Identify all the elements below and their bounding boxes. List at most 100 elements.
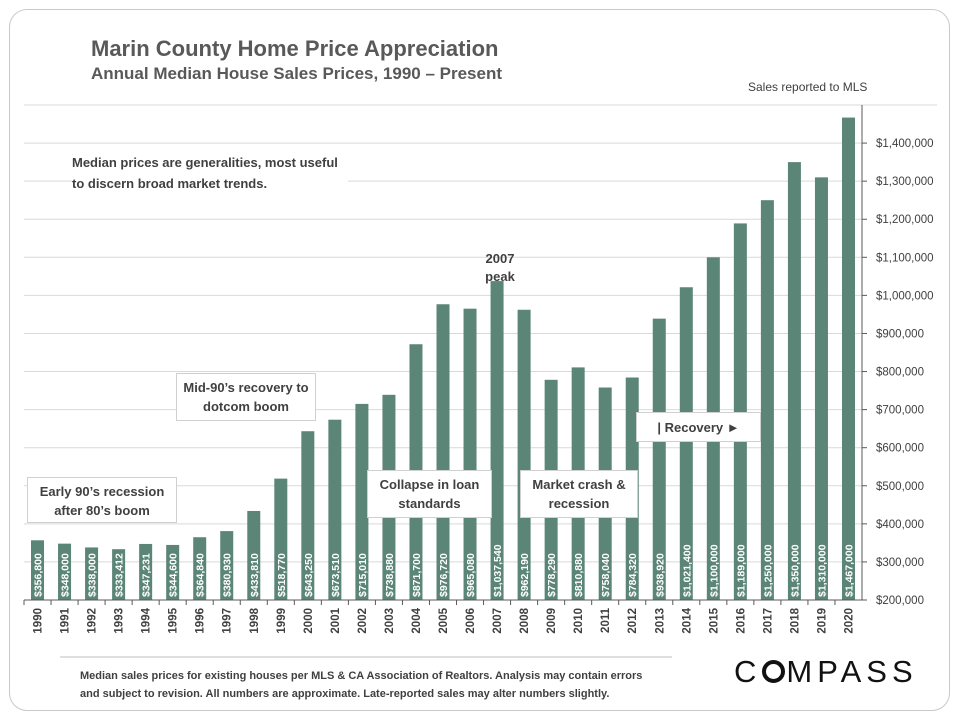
callout-early-90s-text: Early 90’s recession after 80’s boom	[39, 484, 165, 518]
callout-mid-90s: Mid-90’s recovery to dotcom boom	[176, 373, 316, 421]
bar-value-label: $962,190	[519, 553, 531, 597]
bar	[112, 549, 126, 600]
callout-recovery: | Recovery ►	[636, 412, 761, 442]
bar	[490, 281, 504, 600]
footnote: Median sales prices for existing houses …	[80, 667, 642, 703]
chart-title: Marin County Home Price Appreciation	[91, 36, 499, 61]
callout-collapse: Collapse in loan standards	[367, 470, 492, 518]
bar-value-label: $738,880	[384, 553, 396, 597]
callout-collapse-text: Collapse in loan standards	[379, 477, 480, 511]
bar	[517, 309, 531, 600]
bar	[85, 547, 99, 600]
x-category-label: 2009	[546, 608, 558, 634]
y-tick-label: $1,100,000	[876, 252, 934, 264]
bar-value-label: $344,600	[168, 553, 180, 597]
x-category-label: 2015	[708, 607, 720, 633]
x-category-label: 2011	[600, 607, 612, 633]
bar	[463, 308, 477, 600]
x-category-label: 2017	[762, 608, 774, 634]
x-category-label: 2014	[681, 607, 693, 633]
bar-value-label: $380,930	[222, 553, 234, 597]
bar	[301, 431, 315, 600]
x-category-label: 2004	[411, 607, 423, 633]
x-category-label: 1997	[222, 608, 234, 634]
x-category-label: 2013	[654, 608, 666, 634]
x-category-label: 1993	[114, 608, 126, 634]
x-category-label: 1996	[195, 608, 207, 634]
x-category-label: 2002	[357, 608, 369, 634]
bar-value-label: $347,231	[141, 553, 153, 597]
x-category-label: 2010	[573, 608, 585, 634]
bar-value-label: $643,250	[303, 553, 315, 597]
x-category-label: 2006	[465, 608, 477, 634]
chart-frame	[9, 9, 950, 711]
callout-market-crash-text: Market crash & recession	[532, 477, 626, 511]
sales-source-note: Sales reported to MLS	[748, 80, 868, 94]
y-tick-label: $1,000,000	[876, 290, 934, 302]
bar-value-label: $758,040	[600, 553, 612, 597]
bar-value-label: $1,021,400	[681, 544, 693, 597]
x-category-label: 2008	[519, 607, 531, 633]
bar-value-label: $364,840	[195, 553, 207, 597]
bar-value-label: $778,290	[546, 553, 558, 597]
bar-value-label: $673,510	[330, 553, 342, 597]
x-category-label: 2005	[438, 607, 450, 633]
y-tick-label: $400,000	[876, 519, 924, 531]
bar-value-label: $976,720	[438, 553, 450, 597]
bar	[220, 531, 234, 600]
peak-2007-word: peak	[485, 269, 515, 284]
x-category-label: 2001	[330, 607, 342, 633]
bar	[814, 177, 828, 600]
x-category-label: 2012	[627, 608, 639, 634]
bar	[760, 200, 774, 600]
peak-2007-label: 2007 peak	[470, 250, 530, 286]
logo-suffix: MPASS	[786, 654, 918, 689]
footnote-line-2: and subject to revision. All numbers are…	[80, 688, 610, 700]
x-category-label: 1990	[33, 608, 45, 634]
y-tick-label: $1,400,000	[876, 138, 934, 150]
logo-circle-icon	[762, 660, 786, 683]
footnote-line-1: Median sales prices for existing houses …	[80, 670, 643, 682]
bar-value-label: $518,770	[276, 553, 288, 597]
bar-value-label: $1,250,000	[762, 544, 774, 597]
bar-value-label: $348,000	[60, 553, 72, 597]
bar	[31, 540, 45, 600]
bar	[841, 117, 855, 601]
x-category-label: 2016	[735, 608, 747, 634]
bar-value-label: $338,000	[87, 553, 99, 597]
x-category-label: 1994	[141, 607, 153, 633]
y-tick-label: $1,300,000	[876, 176, 934, 188]
bar-value-label: $356,800	[33, 553, 45, 597]
bar-value-label: $1,350,000	[789, 544, 801, 597]
callout-recovery-text: | Recovery ►	[657, 420, 740, 435]
y-tick-label: $900,000	[876, 328, 924, 340]
y-tick-label: $800,000	[876, 367, 924, 379]
bar	[787, 162, 801, 600]
x-category-label: 1998	[249, 607, 261, 633]
bar-value-label: $965,080	[465, 553, 477, 597]
bar-value-label: $1,189,000	[735, 544, 747, 597]
logo-prefix: C	[734, 654, 762, 689]
bar-value-label: $1,467,000	[843, 544, 855, 597]
callout-mid-90s-text: Mid-90’s recovery to dotcom boom	[183, 380, 309, 414]
bar	[193, 537, 207, 600]
bar	[679, 287, 693, 600]
median-note: Median prices are generalities, most use…	[72, 152, 348, 194]
x-category-label: 2019	[816, 608, 828, 634]
x-category-label: 2007	[492, 608, 504, 634]
y-tick-label: $500,000	[876, 481, 924, 493]
bar	[247, 510, 261, 600]
bar-value-label: $1,100,000	[708, 544, 720, 597]
bar	[166, 544, 180, 600]
x-category-label: 2018	[789, 607, 801, 633]
bar-value-label: $810,880	[573, 553, 585, 597]
x-category-label: 1991	[60, 607, 72, 633]
x-category-label: 2000	[303, 608, 315, 634]
callout-market-crash: Market crash & recession	[520, 470, 638, 518]
bar-value-label: $715,010	[357, 553, 369, 597]
y-tick-label: $1,200,000	[876, 214, 934, 226]
bar	[355, 403, 369, 600]
x-category-label: 2020	[843, 608, 855, 634]
y-tick-label: $300,000	[876, 557, 924, 569]
